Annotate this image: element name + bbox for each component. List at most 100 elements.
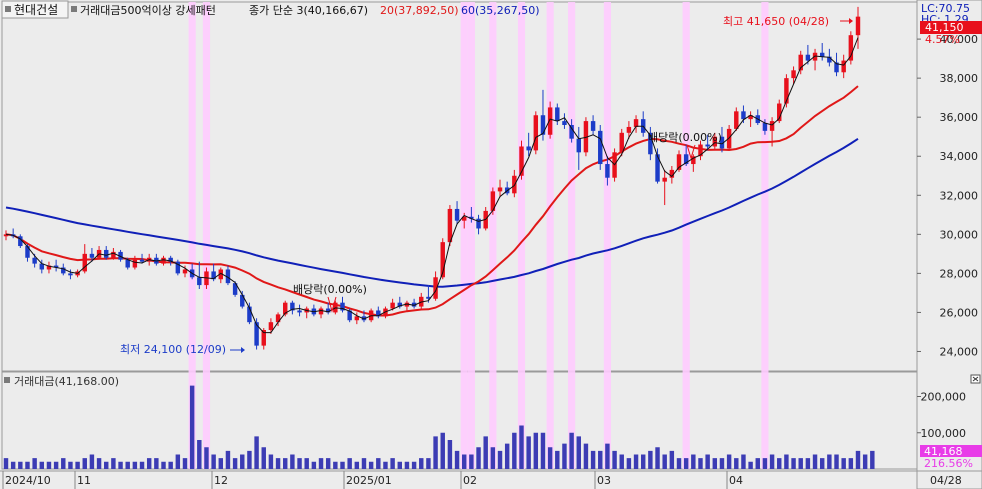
candle-body	[769, 121, 775, 131]
volume-bar	[683, 458, 689, 469]
volume-panel-frame	[1, 371, 918, 470]
volume-bar	[598, 450, 603, 469]
volume-bar	[562, 443, 567, 469]
volume-bars	[3, 385, 875, 469]
price-tick-label: 34,000	[940, 150, 979, 163]
volume-bar	[232, 458, 238, 469]
volume-bar	[32, 458, 37, 469]
candle-body	[827, 56, 832, 63]
pattern-highlight	[467, 2, 475, 469]
candle-body	[447, 208, 453, 243]
volume-bar	[75, 461, 80, 469]
time-axis: 2024/10 11 12 2025/01 02 03 04 04/28	[2, 471, 962, 489]
candle-body	[526, 146, 531, 151]
pattern-highlight	[517, 2, 526, 469]
volume-bar	[240, 454, 245, 469]
volume-bar	[333, 461, 338, 469]
volume-bar	[404, 461, 410, 469]
volume-bar	[734, 458, 739, 469]
price-tag-value: 41,150	[925, 21, 964, 34]
low-arrow-icon	[241, 347, 245, 353]
volume-bar	[10, 461, 16, 469]
candle-body	[784, 78, 789, 104]
candle-body	[411, 302, 417, 307]
dividend-marker-2-icon	[686, 144, 696, 160]
time-tick-label: 04	[729, 474, 743, 487]
candle-body	[168, 257, 173, 262]
close-icon	[972, 376, 979, 382]
volume-tag	[920, 445, 982, 457]
candle-body	[605, 164, 610, 178]
candle-body	[648, 132, 653, 155]
candle-body	[61, 267, 66, 274]
volume-bar	[82, 458, 87, 469]
volume-bar	[497, 450, 503, 469]
candle-body	[805, 54, 811, 61]
volume-bar	[612, 450, 617, 469]
volume-bar	[118, 461, 123, 469]
candle-body	[547, 107, 553, 135]
volume-bar	[368, 461, 374, 469]
candle-body	[240, 294, 245, 307]
stock-name-marker-icon	[5, 6, 11, 12]
volume-bar	[605, 443, 610, 469]
volume-pct-value: 216.56%	[924, 457, 973, 470]
volume-bar	[640, 454, 646, 469]
volume-bar	[676, 458, 682, 469]
volume-bar	[25, 461, 30, 469]
candle-body	[197, 277, 202, 286]
pattern-highlight	[188, 2, 196, 469]
candle-body	[855, 16, 861, 36]
volume-bar	[741, 454, 746, 469]
pattern-highlight	[489, 2, 497, 469]
pattern-highlight	[761, 2, 769, 469]
volume-bar	[841, 458, 846, 469]
volume-bar	[46, 461, 52, 469]
volume-bar	[146, 458, 152, 469]
candle-body	[433, 277, 438, 299]
candle-body	[691, 156, 696, 165]
candle-body	[555, 107, 560, 122]
volume-marker-icon	[4, 377, 10, 383]
candle-body	[834, 62, 839, 73]
pattern-highlight	[603, 2, 611, 469]
volume-bar	[197, 440, 202, 469]
lc-label: LC:70.75	[921, 2, 970, 15]
volume-bar	[805, 458, 811, 469]
volume-bar	[519, 425, 524, 469]
volume-bar	[261, 447, 266, 469]
candle-body	[669, 169, 675, 178]
volume-bar	[755, 458, 760, 469]
candle-body	[748, 115, 753, 120]
candle-body	[440, 242, 445, 278]
volume-bar	[862, 454, 868, 469]
candle-body	[569, 125, 574, 139]
volume-bar	[476, 447, 481, 469]
volume-bar	[68, 461, 73, 469]
volume-bar	[61, 458, 66, 469]
candle-body	[461, 216, 467, 221]
candle-body	[32, 257, 37, 264]
volume-bar	[626, 458, 632, 469]
volume-bar	[318, 458, 324, 469]
candle-body	[340, 302, 345, 311]
candle-body	[712, 136, 718, 147]
price-tick-label: 28,000	[940, 267, 979, 280]
volume-bar	[698, 458, 703, 469]
candle-body	[655, 154, 660, 182]
candle-body	[290, 302, 295, 311]
volume-bar	[870, 450, 875, 469]
volume-bar	[691, 454, 696, 469]
stock-name-box[interactable]	[1, 0, 69, 19]
pct-tag-value: 4.57%	[925, 33, 960, 46]
candle-body	[182, 269, 188, 274]
volume-bar	[304, 458, 309, 469]
candle-body	[318, 308, 324, 315]
volume-bar	[283, 458, 288, 469]
candle-body	[89, 253, 95, 258]
volume-bar	[383, 461, 388, 469]
volume-panel-title: 거래대금(41,168.00)	[14, 375, 119, 388]
candle-body	[848, 35, 854, 61]
volume-bar	[712, 458, 718, 469]
legend-marker-icon	[71, 6, 77, 12]
